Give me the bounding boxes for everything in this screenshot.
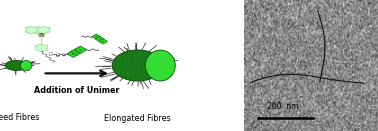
Text: $_{16}$: $_{16}$ [61,52,67,59]
Circle shape [38,34,45,37]
Polygon shape [35,44,48,52]
Circle shape [99,38,101,40]
Text: 200  nm: 200 nm [267,102,299,111]
Polygon shape [74,46,86,53]
Ellipse shape [145,50,175,81]
Ellipse shape [20,61,32,70]
Ellipse shape [112,50,163,81]
Polygon shape [67,50,79,57]
Text: Seed Fibres: Seed Fibres [0,113,40,122]
Text: $O$: $O$ [55,51,60,59]
Polygon shape [71,48,83,55]
Text: N: N [36,44,39,48]
Polygon shape [99,39,107,44]
Text: $O$: $O$ [48,50,54,58]
Text: Elongated Fibres: Elongated Fibres [104,114,171,123]
Text: N: N [47,30,50,34]
Polygon shape [92,34,101,39]
Text: N: N [26,30,29,34]
Text: Addition of Unimer: Addition of Unimer [34,86,119,95]
Circle shape [79,49,82,51]
Text: N: N [47,26,50,30]
Circle shape [72,53,74,54]
Circle shape [102,41,104,42]
Polygon shape [25,26,37,34]
Circle shape [75,51,78,53]
Circle shape [95,36,98,37]
Polygon shape [38,26,50,34]
Text: H: H [45,47,47,51]
Polygon shape [32,26,43,34]
Text: N: N [25,26,28,30]
Text: Pt: Pt [38,33,45,38]
Polygon shape [95,36,104,42]
Ellipse shape [5,61,28,70]
